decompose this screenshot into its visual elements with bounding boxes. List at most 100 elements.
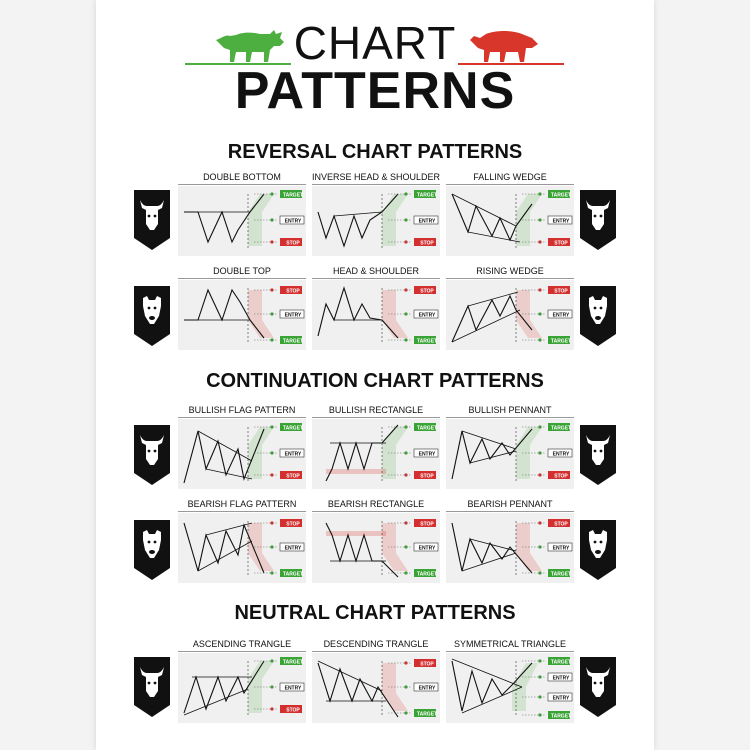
svg-text:TARGET: TARGET [551,714,571,720]
stop-tag: STOP [388,519,436,528]
price-line [451,193,533,242]
svg-text:ENTRY: ENTRY [553,676,570,682]
stop-tag: STOP [388,238,436,247]
target-tag: TARGET [388,709,437,718]
bull-icon [216,30,284,62]
target-tag: TARGET [254,423,303,432]
pattern-diagram: TARGET ENTRY STOP [325,423,439,483]
trend-line [451,658,523,688]
panel-divider [446,184,574,185]
stop-tag: STOP [522,519,570,528]
target-tag: TARGET [388,569,437,578]
panel-title: BEARISH RECTANGLE [327,499,425,509]
panel-title: DOUBLE TOP [213,266,271,276]
panel-divider [446,417,574,418]
target-tag: TARGET [522,190,571,199]
svg-text:ENTRY: ENTRY [419,546,436,552]
panel-divider [312,417,440,418]
trend-line [333,211,383,217]
pattern-diagram: TARGET ENTRY STOP [183,657,305,717]
panel-divider [312,651,440,652]
entry-tag: ENTRY [254,215,305,225]
price-line [451,522,533,574]
price-line [451,294,533,343]
panel-divider [178,651,306,652]
pattern-panel-double-bottom: DOUBLE BOTTOM TARGET ENTRY STOP [178,172,306,256]
pattern-diagram: TARGET ENTRY STOP [184,190,305,250]
title-line-2: PATTERNS [234,62,516,120]
svg-text:TARGET: TARGET [283,660,303,666]
svg-text:ENTRY: ENTRY [285,313,302,319]
entry-tag: ENTRY [254,542,305,552]
stop-tag: STOP [522,286,570,295]
panel-title: DESCENDING TRANGLE [323,639,429,649]
title-line-1: CHART [293,17,457,69]
entry-tag: ENTRY [388,542,439,552]
pattern-diagram: TARGET ENTRY STOP [317,190,439,250]
pattern-diagram: TARGET ENTRY STOP [451,190,573,250]
bull-head-icon [134,190,170,250]
panel-title: HEAD & SHOULDER [332,266,420,276]
entry-tag: ENTRY [522,309,573,319]
entry-tag: ENTRY [388,682,439,692]
bear-icon [470,31,538,62]
header-rule-right [458,63,564,65]
pattern-diagram: STOP ENTRY TARGET [317,286,439,345]
svg-text:STOP: STOP [286,708,300,714]
target-tag: TARGET [254,336,303,345]
svg-text:TARGET: TARGET [551,193,571,199]
entry-tag: ENTRY [388,448,439,458]
pattern-panel-head-shoulder: HEAD & SHOULDER STOP ENTRY TARGET [312,266,440,350]
pattern-diagram: STOP ENTRY TARGET [317,659,439,718]
pattern-panel-double-top: DOUBLE TOP STOP ENTRY TARGET [178,266,306,350]
pattern-panel-ascending-triangle: ASCENDING TRANGLE TARGET ENTRY STOP [178,639,306,723]
bull-head-icon [580,657,616,717]
svg-text:STOP: STOP [420,662,434,668]
svg-text:ENTRY: ENTRY [553,546,570,552]
stop-tag: STOP [522,471,570,480]
panel-divider [178,511,306,512]
panel-title: ASCENDING TRANGLE [192,639,292,649]
svg-text:ENTRY: ENTRY [419,452,436,458]
pattern-panel-symmetrical-triangle: SYMMETRICAL TRIANGLE TARGET ENTRY ENTRY TARG… [446,639,574,723]
stop-tag: STOP [254,238,302,247]
svg-text:ENTRY: ENTRY [553,219,570,225]
panel-title: FALLING WEDGE [473,172,547,182]
panel-divider [446,651,574,652]
price-line [325,522,399,578]
stop-tag: STOP [254,471,302,480]
svg-text:ENTRY: ENTRY [285,686,302,692]
price-line [183,660,265,714]
price-line [317,662,399,718]
pattern-diagram: TARGET ENTRY ENTRY TARGET [451,657,573,720]
target-tag: TARGET [254,657,303,666]
resistance-band [326,531,386,536]
stop-tag: STOP [388,471,436,480]
svg-text:TARGET: TARGET [417,339,437,345]
panel-divider [178,278,306,279]
section-title-neutral: NEUTRAL CHART PATTERNS [234,602,516,624]
stop-tag: STOP [388,659,436,668]
panel-divider [312,184,440,185]
bear-head-icon [134,520,170,580]
trend-line-2 [451,309,521,343]
header-rule-left [185,63,291,65]
price-line [451,428,533,480]
pattern-diagram: STOP ENTRY TARGET [184,286,305,345]
entry-tag: ENTRY [388,215,439,225]
svg-text:TARGET: TARGET [551,572,571,578]
svg-text:STOP: STOP [420,522,434,528]
pattern-panel-bearish-flag: BEARISH FLAG PATTERN STOP ENTRY TARGET [178,499,306,583]
price-line [325,424,399,482]
svg-text:TARGET: TARGET [283,339,303,345]
target-tag: TARGET [522,336,571,345]
panel-title: DOUBLE BOTTOM [203,172,281,182]
pattern-diagram: STOP ENTRY TARGET [451,286,573,345]
target-tag: TARGET [522,711,571,720]
price-line [183,428,265,484]
svg-text:TARGET: TARGET [551,339,571,345]
bear-head-icon [580,520,616,580]
pattern-panel-bearish-rectangle: BEARISH RECTANGLE STOP ENTRY TARGET [312,499,440,583]
svg-text:ENTRY: ENTRY [419,219,436,225]
support-band [326,469,386,474]
